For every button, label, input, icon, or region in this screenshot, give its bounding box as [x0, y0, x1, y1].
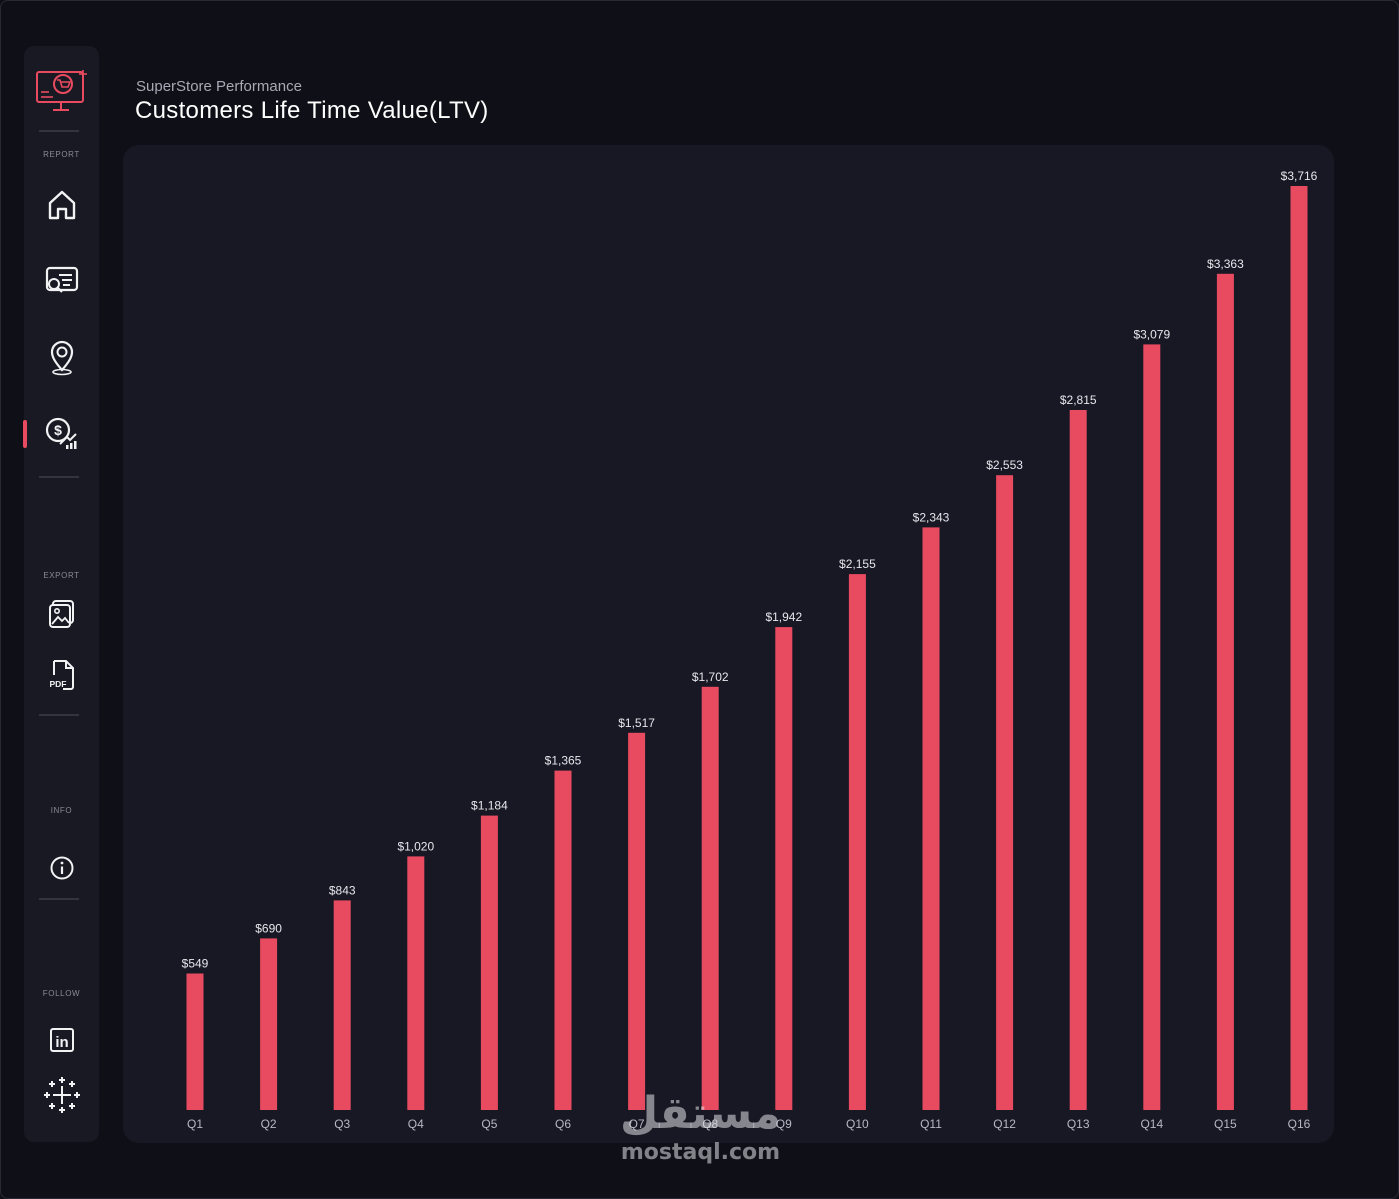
x-tick-label-q6: Q6 [555, 1117, 571, 1131]
dollar-growth-icon[interactable]: $ [44, 414, 80, 452]
page-title: Customers Life Time Value(LTV) [135, 97, 489, 124]
data-label-q10: $2,155 [839, 557, 876, 571]
image-export-icon[interactable] [47, 598, 77, 630]
bar-q7[interactable] [628, 732, 646, 1110]
ltv-bar-chart: $549 Q1 $690 Q2 $843 Q3 $1,020 Q4 $1,184 Q5 $1,365… [182, 169, 1318, 1131]
info-icon[interactable] [48, 854, 76, 882]
bar-q6[interactable] [554, 770, 572, 1110]
pdf-export-icon[interactable]: PDF [47, 658, 77, 692]
section-label-export: EXPORT [43, 571, 80, 580]
bar-q3[interactable] [333, 900, 351, 1110]
data-label-q11: $2,343 [913, 510, 950, 524]
data-label-q13: $2,815 [1060, 393, 1097, 407]
sidebar-divider [39, 130, 79, 132]
x-tick-label-q16: Q16 [1288, 1117, 1311, 1131]
home-icon[interactable] [45, 188, 79, 222]
x-tick-label-q5: Q5 [481, 1117, 497, 1131]
map-pin-icon[interactable] [47, 338, 77, 376]
x-tick-label-q15: Q15 [1214, 1117, 1237, 1131]
data-label-q8: $1,702 [692, 670, 729, 684]
bar-q2[interactable] [260, 938, 278, 1110]
x-tick-label-q8: Q8 [702, 1117, 718, 1131]
bar-q10[interactable] [848, 574, 866, 1110]
x-tick-label-q2: Q2 [261, 1117, 277, 1131]
data-label-q9: $1,942 [765, 610, 802, 624]
x-tick-label-q7: Q7 [629, 1117, 645, 1131]
data-label-q1: $549 [182, 957, 209, 971]
store-monitor-cart-icon[interactable] [33, 66, 91, 114]
x-tick-label-q4: Q4 [408, 1117, 424, 1131]
section-label-info: INFO [50, 806, 73, 815]
data-label-q2: $690 [255, 921, 282, 935]
data-label-q16: $3,716 [1281, 169, 1318, 183]
chart-panel: $549 Q1 $690 Q2 $843 Q3 $1,020 Q4 $1,184 Q5 $1,365… [123, 145, 1334, 1143]
tableau-icon[interactable] [43, 1076, 81, 1114]
linkedin-icon[interactable]: in [48, 1026, 76, 1054]
sidebar: REPORT $ EXPORT [23, 46, 99, 1142]
data-label-q15: $3,363 [1207, 257, 1244, 271]
data-label-q14: $3,079 [1133, 327, 1170, 341]
svg-text:in: in [55, 1034, 68, 1051]
bar-q4[interactable] [407, 856, 425, 1110]
bar-q15[interactable] [1216, 273, 1234, 1110]
data-label-q7: $1,517 [618, 716, 655, 730]
section-label-report: REPORT [43, 150, 80, 159]
x-tick-label-q1: Q1 [187, 1117, 203, 1131]
x-tick-label-q14: Q14 [1140, 1117, 1163, 1131]
sidebar-divider [39, 476, 79, 478]
bar-q13[interactable] [1069, 410, 1087, 1110]
search-report-icon[interactable] [44, 264, 80, 298]
x-tick-label-q13: Q13 [1067, 1117, 1090, 1131]
bar-q1[interactable] [186, 973, 204, 1111]
page-subtitle: SuperStore Performance [136, 78, 302, 95]
bar-q11[interactable] [922, 527, 940, 1110]
x-tick-label-q3: Q3 [334, 1117, 350, 1131]
bar-q8[interactable] [701, 686, 719, 1110]
x-tick-label-q12: Q12 [993, 1117, 1016, 1131]
data-label-q5: $1,184 [471, 799, 508, 813]
svg-text:$: $ [54, 422, 62, 438]
data-label-q3: $843 [329, 883, 356, 897]
bar-q16[interactable] [1290, 186, 1308, 1110]
data-label-q4: $1,020 [397, 839, 434, 853]
bar-q9[interactable] [775, 627, 793, 1110]
bar-q14[interactable] [1143, 344, 1161, 1110]
bar-q5[interactable] [480, 815, 498, 1110]
svg-text:PDF: PDF [49, 679, 66, 689]
data-label-q6: $1,365 [545, 754, 582, 768]
x-tick-label-q9: Q9 [776, 1117, 792, 1131]
sidebar-divider [39, 714, 79, 716]
x-tick-label-q11: Q11 [920, 1117, 942, 1131]
section-label-follow: FOLLOW [42, 989, 81, 998]
x-tick-label-q10: Q10 [846, 1117, 869, 1131]
bar-q12[interactable] [996, 475, 1014, 1110]
sidebar-divider [39, 898, 79, 900]
active-indicator [23, 420, 27, 448]
data-label-q12: $2,553 [986, 458, 1023, 472]
